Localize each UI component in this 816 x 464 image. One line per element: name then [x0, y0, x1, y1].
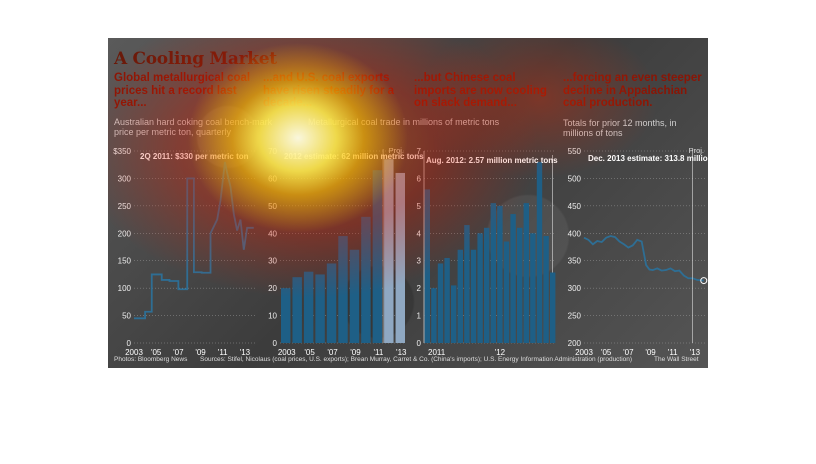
export-bar [303, 271, 314, 343]
y-tick-label: 400 [568, 229, 582, 238]
brand-credit: The Wall Street [654, 356, 699, 363]
import-bar [523, 203, 529, 343]
export-bar [349, 249, 360, 343]
import-bar [490, 203, 496, 343]
y-tick-label: 30 [268, 257, 277, 266]
export-bar [372, 170, 383, 343]
export-bar [361, 216, 371, 343]
y-tick-label: 500 [568, 174, 582, 183]
y-tick-label: 450 [568, 202, 582, 211]
import-bar [497, 205, 503, 343]
panel3-headline: ...but Chinese coal imports are now cool… [414, 72, 547, 109]
photo-credit: Photos: Bloomberg News [114, 356, 188, 363]
import-bar [530, 233, 536, 343]
import-bar [477, 233, 483, 343]
import-bar [451, 285, 457, 343]
import-bar [510, 214, 516, 343]
y-tick-label: 7 [417, 147, 422, 156]
import-bar [444, 257, 450, 343]
price-line [134, 161, 254, 320]
panel1-headline: Global metallurgical coal prices hit a r… [114, 72, 251, 109]
import-bar [457, 249, 463, 343]
import-bar [484, 227, 490, 343]
production-line [583, 235, 704, 282]
panel1-subhead: Australian hard coking coal bench-mark p… [114, 117, 273, 137]
y-tick-label: 40 [268, 229, 277, 238]
y-tick-label: 3 [417, 257, 422, 266]
y-tick-label: 0 [417, 339, 422, 348]
import-bar [543, 236, 549, 343]
price-annotation: 2Q 2011: $330 per metric ton [140, 152, 249, 161]
y-tick-label: 5 [417, 202, 422, 211]
y-tick-label: 100 [118, 284, 132, 293]
y-tick-label: 20 [268, 284, 277, 293]
y-tick-label: 1 [417, 312, 422, 321]
y-tick-label: 10 [268, 312, 277, 321]
panel4-headline: ...forcing an even steeper decline in Ap… [563, 72, 702, 109]
y-tick-label: 150 [118, 257, 132, 266]
import-bar [470, 249, 477, 343]
y-tick-label: 0 [127, 339, 132, 348]
y-tick-label: 250 [568, 312, 582, 321]
import-bar [424, 189, 430, 343]
panel2-subhead: Metallurgical coal trade in millions of … [308, 117, 500, 127]
export-bar [326, 263, 337, 343]
export-bar [384, 159, 394, 343]
infographic: A Cooling Market Global metallurgical co… [108, 38, 708, 368]
y-tick-label: $350 [113, 147, 131, 156]
import-bar [550, 272, 556, 343]
page-title: A Cooling Market [114, 49, 277, 69]
y-tick-label: 250 [118, 202, 132, 211]
production-annotation: Dec. 2013 estimate: 313.8 million tons [588, 154, 708, 163]
y-tick-label: 50 [122, 312, 131, 321]
y-tick-label: 50 [268, 202, 277, 211]
y-tick-label: 300 [568, 284, 582, 293]
y-tick-label: 300 [118, 174, 132, 183]
exports-annotation: 2012 estimate: 62 million metric tons [284, 152, 424, 161]
chart-us-exports: 0102030405060702003'05'07'09'11'13Proj.2… [268, 146, 424, 357]
import-bar [431, 288, 437, 343]
export-bar [315, 274, 325, 343]
y-tick-label: 350 [568, 257, 582, 266]
y-tick-label: 2 [417, 284, 422, 293]
y-tick-label: 6 [417, 174, 422, 183]
y-tick-label: 550 [568, 147, 582, 156]
export-bar [281, 288, 291, 343]
y-tick-label: 200 [118, 229, 132, 238]
export-bar [292, 277, 302, 343]
y-tick-label: 0 [273, 339, 278, 348]
imports-annotation: Aug. 2012: 2.57 million metric tons [426, 156, 558, 165]
import-bar [464, 225, 470, 343]
sources-credit: Sources: Stifel, Nicolaus (coal prices, … [200, 356, 633, 363]
y-tick-label: 70 [268, 147, 277, 156]
import-bar [503, 241, 510, 343]
export-bar [338, 236, 348, 343]
import-bar [517, 227, 523, 343]
import-bar [437, 263, 444, 343]
chart-coal-price: 050100150200250300$3502003'05'07'09'11'1… [113, 147, 256, 357]
panel2-headline: ...and U.S. coal exports have risen stea… [263, 72, 395, 109]
panel4-subhead: Totals for prior 12 months, in millions … [563, 118, 677, 138]
y-tick-label: 4 [417, 229, 422, 238]
y-tick-label: 200 [568, 339, 582, 348]
y-tick-label: 60 [268, 174, 277, 183]
import-bar [536, 161, 543, 343]
export-bar [395, 172, 405, 343]
